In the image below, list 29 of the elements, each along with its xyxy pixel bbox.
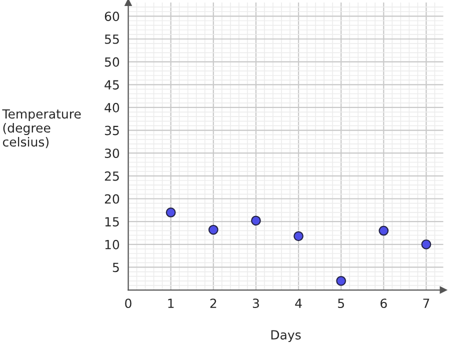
point bbox=[251, 216, 261, 226]
point bbox=[166, 207, 176, 218]
y-tick-label: 60 bbox=[104, 12, 120, 22]
point bbox=[336, 276, 346, 286]
y-tick-label: 15 bbox=[105, 217, 119, 226]
y-tick-label: 50 bbox=[104, 57, 120, 67]
y-tick-label: 35 bbox=[104, 126, 119, 136]
y-tick-label: 10 bbox=[105, 240, 120, 250]
x-tick-label: 5 bbox=[338, 298, 344, 308]
x-tick-label: 7 bbox=[423, 298, 430, 308]
y-tick-label: 30 bbox=[104, 148, 120, 158]
y-tick-label: 45 bbox=[104, 80, 119, 90]
x-tick-label: 1 bbox=[168, 298, 174, 308]
y-axis-title: Temperature (degree celsius) bbox=[2, 109, 81, 148]
point bbox=[378, 226, 389, 236]
point bbox=[421, 239, 432, 250]
y-tick-label: 40 bbox=[104, 102, 120, 112]
point bbox=[208, 224, 218, 235]
x-tick-label: 6 bbox=[380, 298, 387, 308]
x-tick-label: 2 bbox=[210, 298, 216, 308]
x-tick-label: 0 bbox=[125, 298, 132, 308]
x-tick-label: 4 bbox=[295, 298, 302, 308]
y-tick-label: 25 bbox=[104, 171, 119, 181]
y-tick-label: 55 bbox=[104, 34, 119, 44]
point bbox=[294, 231, 304, 242]
x-axis-title: Days bbox=[271, 330, 301, 342]
y-tick-label: 5 bbox=[112, 262, 119, 272]
x-tick-label: 3 bbox=[252, 298, 259, 308]
y-tick-label: 20 bbox=[104, 194, 120, 204]
